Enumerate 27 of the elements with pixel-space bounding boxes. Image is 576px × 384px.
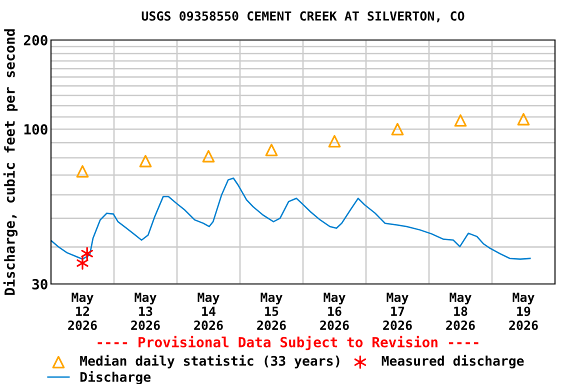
point <box>517 113 530 126</box>
x-tick-label: May 14 2026 <box>194 292 223 330</box>
x-tick-label: May 13 2026 <box>131 292 160 330</box>
x-tick-label: May 16 2026 <box>320 292 349 330</box>
y-tick-label: 30 <box>32 278 48 290</box>
text: ---- Provisional Data Subject to Revision ---- <box>98 336 478 350</box>
legend-label: Discharge <box>80 371 151 384</box>
y-tick-label: 200 <box>24 34 48 46</box>
x-tick-label: May 18 2026 <box>446 292 475 330</box>
point <box>454 114 467 127</box>
point <box>202 150 215 162</box>
x-tick-label: May 15 2026 <box>257 292 286 330</box>
x-tick-label: May 12 2026 <box>68 292 97 330</box>
x-tick-label: May 19 2026 <box>509 292 538 330</box>
legend-label: Measured discharge <box>382 354 524 368</box>
y-axis-title: Discharge, cubic feet per second <box>3 29 18 295</box>
point <box>139 154 152 168</box>
x-tick-label: May 17 2026 <box>383 292 412 330</box>
y-tick-label: 100 <box>24 124 48 135</box>
point <box>76 256 88 270</box>
legend-label: Median daily statistic (33 years) <box>80 354 340 368</box>
point <box>81 246 93 260</box>
chart-title: USGS 09358550 CEMENT CREEK AT SILVERTON, CO <box>142 11 464 22</box>
point <box>265 144 278 156</box>
point <box>328 135 341 148</box>
point <box>391 122 404 136</box>
point <box>76 165 89 178</box>
